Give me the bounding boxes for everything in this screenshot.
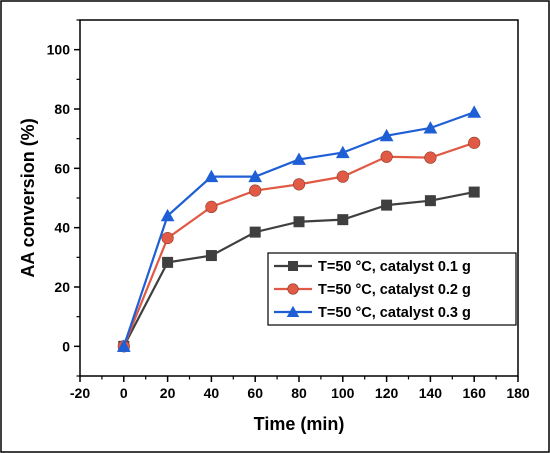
series-layer (116, 105, 482, 353)
data-point (160, 208, 175, 222)
y-tick-label: 40 (54, 220, 70, 236)
data-point (249, 184, 262, 197)
x-tick-label: -20 (70, 385, 90, 401)
data-point (248, 169, 263, 183)
legend-item-1: T=50 °C, catalyst 0.1 g (274, 259, 471, 275)
x-tick-label: 20 (160, 385, 176, 401)
data-point (205, 250, 217, 262)
data-point (381, 199, 393, 211)
data-point (424, 195, 436, 207)
data-point (380, 150, 393, 163)
legend-label: T=50 °C, catalyst 0.1 g (318, 259, 471, 275)
y-tick-label: 0 (62, 338, 70, 354)
data-point (336, 170, 349, 183)
data-point (424, 151, 437, 164)
x-tick-label: 140 (419, 385, 443, 401)
series-3 (116, 105, 482, 352)
x-tick-label: 160 (463, 385, 487, 401)
y-tick-label: 20 (54, 279, 70, 295)
x-tick-label: 40 (204, 385, 220, 401)
data-point (292, 152, 306, 165)
data-point (293, 216, 305, 228)
data-point (116, 339, 131, 352)
x-tick-label: 80 (291, 385, 307, 401)
x-tick-label: 120 (375, 385, 399, 401)
x-tick-label: 60 (247, 385, 263, 401)
data-point (205, 200, 218, 213)
axes: -20 0 20 40 60 80 100 120 140 160 180 0 20 40 60 80 100 (47, 19, 530, 401)
data-point (467, 105, 482, 118)
data-point (423, 121, 438, 134)
legend-marker (286, 305, 300, 317)
legend-label: T=50 °C, catalyst 0.2 g (318, 282, 471, 298)
legend-label: T=50 °C, catalyst 0.3 g (318, 305, 471, 321)
x-tick-label: 100 (331, 385, 355, 401)
y-tick-label: 80 (54, 101, 70, 117)
legend: T=50 °C, catalyst 0.1 g T=50 °C, catalyst… (267, 252, 517, 326)
legend-marker (287, 283, 299, 295)
data-point (379, 128, 394, 142)
data-point (337, 214, 349, 226)
series-2 (117, 136, 481, 353)
x-tick-label: 180 (506, 385, 530, 401)
data-point (468, 136, 481, 149)
y-axis-title: AA conversion (%) (18, 118, 38, 277)
data-point (161, 231, 174, 245)
data-point (468, 186, 480, 198)
legend-marker (288, 261, 298, 271)
y-tick-label: 60 (54, 160, 70, 176)
data-point (204, 169, 219, 183)
x-tick-label: 0 (120, 385, 128, 401)
data-point (335, 145, 350, 159)
data-point (249, 226, 261, 238)
data-point (292, 178, 306, 191)
x-axis-title: Time (min) (254, 414, 345, 434)
legend-item-2: T=50 °C, catalyst 0.2 g (274, 282, 471, 298)
y-tick-label: 100 (47, 42, 71, 58)
data-point (162, 256, 174, 268)
legend-item-3: T=50 °C, catalyst 0.3 g (274, 305, 471, 321)
